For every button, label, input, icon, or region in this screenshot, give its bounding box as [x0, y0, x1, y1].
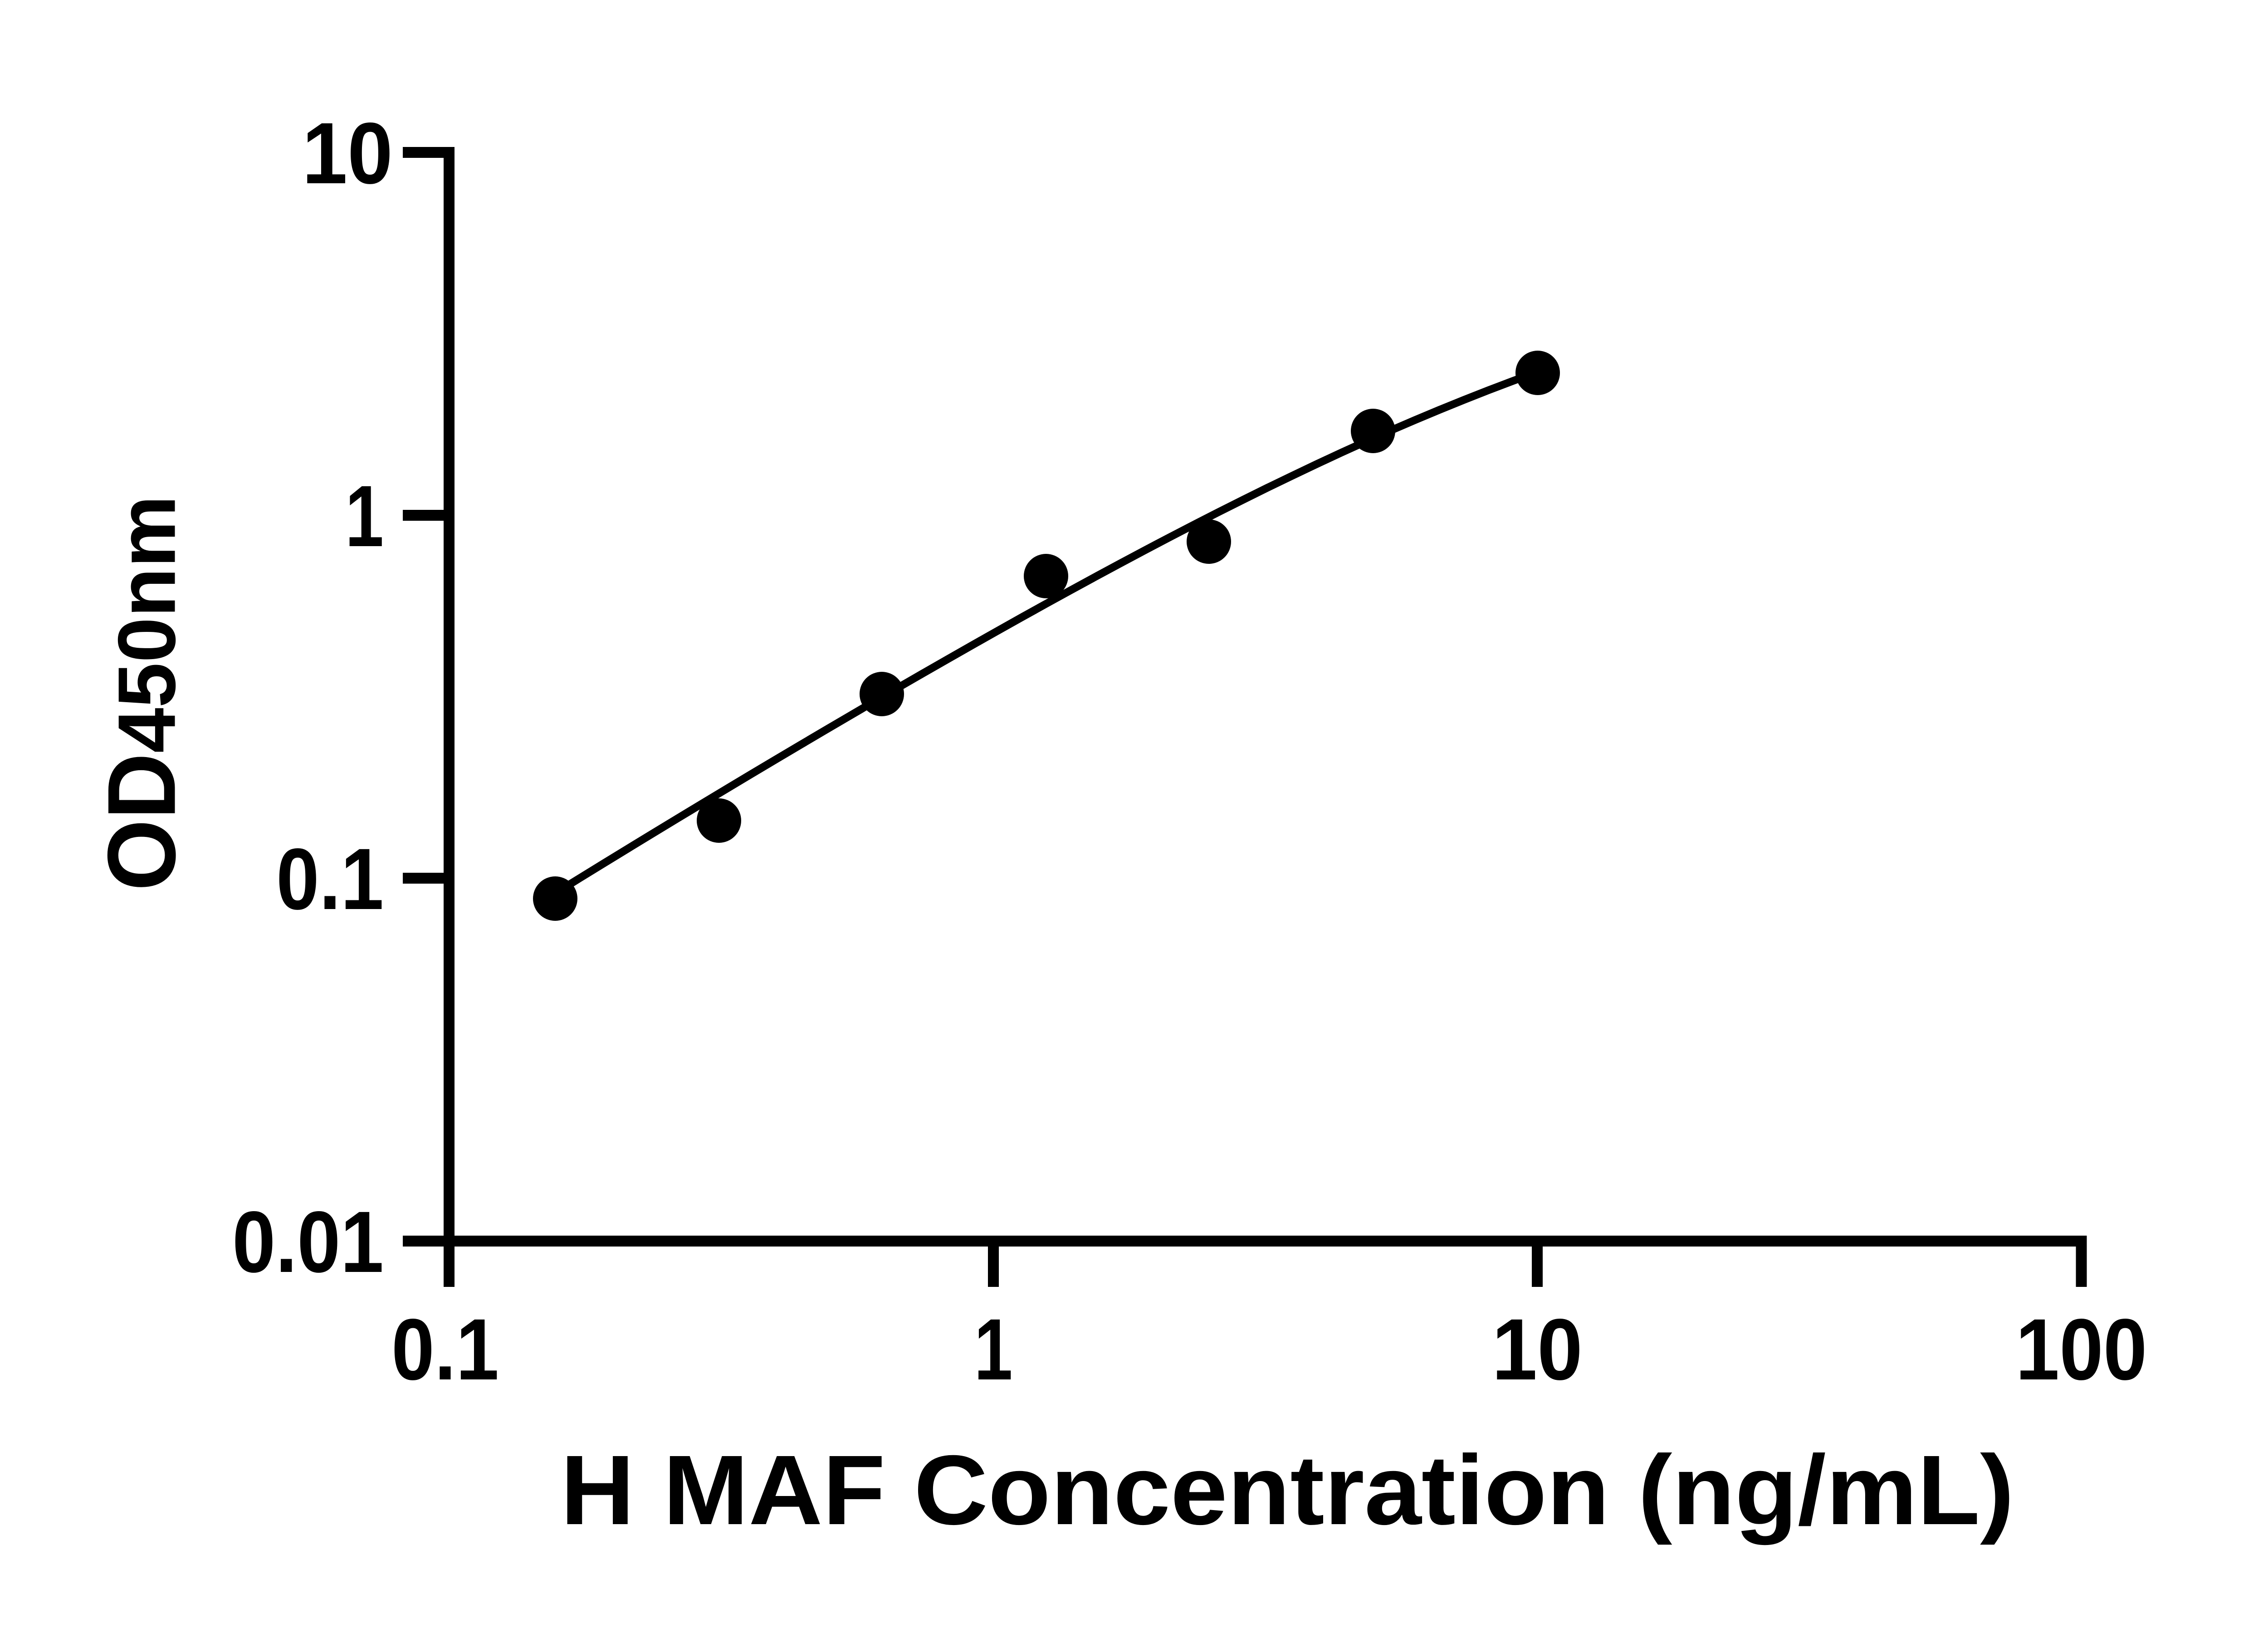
- svg-text:0.1: 0.1: [276, 830, 384, 928]
- svg-text:H MAF Concentration (ng/mL): H MAF Concentration (ng/mL): [561, 1435, 2014, 1545]
- svg-text:1: 1: [345, 467, 384, 565]
- svg-text:10: 10: [1492, 1301, 1583, 1398]
- svg-text:1: 1: [974, 1301, 1013, 1398]
- svg-text:OD450nm: OD450nm: [88, 495, 196, 891]
- svg-text:10: 10: [302, 104, 393, 202]
- svg-text:0.1: 0.1: [391, 1301, 499, 1398]
- svg-text:100: 100: [2016, 1301, 2147, 1398]
- svg-text:0.01: 0.01: [232, 1193, 384, 1291]
